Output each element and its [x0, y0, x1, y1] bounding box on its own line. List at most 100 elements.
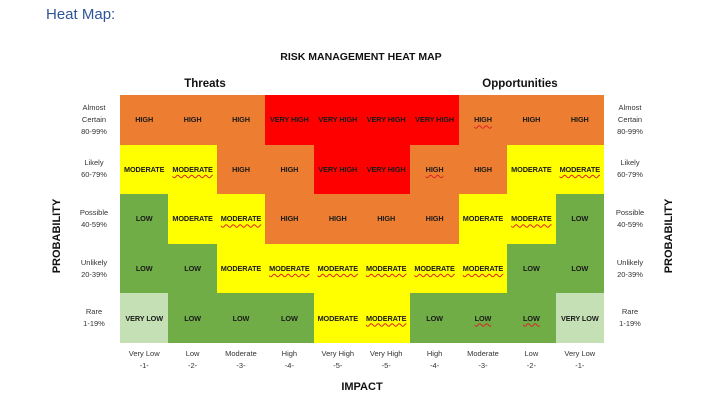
probability-label: Rare 1-19% — [64, 293, 124, 343]
heat-map-cell: LOW — [265, 293, 314, 343]
probability-range: 1-19% — [83, 319, 105, 329]
probability-name: Rare — [621, 307, 639, 317]
x-axis-label: IMPACT — [341, 381, 383, 393]
impact-score: -1- — [139, 361, 149, 370]
impact-label: Low -2- — [168, 348, 216, 372]
heat-map-cell: LOW — [458, 293, 508, 343]
heat-map-cell: HIGH — [458, 95, 508, 145]
impact-label: Moderate -3- — [217, 348, 265, 372]
impact-score: -4- — [430, 361, 440, 370]
impact-score: -4- — [284, 361, 294, 370]
impact-label: Low -2- — [507, 348, 555, 372]
cell-rating: LOW — [523, 313, 540, 323]
cell-rating: LOW — [523, 264, 540, 274]
probability-name: Likely — [620, 158, 640, 168]
impact-label: High -4- — [410, 348, 458, 372]
heat-map-cell: LOW — [216, 293, 266, 343]
impact-name: High — [426, 349, 443, 358]
heat-map-cell: VERY HIGH — [410, 95, 459, 145]
cell-rating: MODERATE — [462, 214, 504, 224]
heat-map-cell: LOW — [168, 293, 217, 343]
cell-rating: HIGH — [280, 164, 299, 174]
heat-map-cell: VERY HIGH — [265, 95, 314, 145]
probability-name: Possible — [79, 207, 109, 217]
cell-rating: HIGH — [425, 214, 444, 224]
probability-name: Likely — [84, 158, 104, 168]
heat-map-cell: MODERATE — [458, 243, 508, 294]
impact-label: High -4- — [265, 348, 313, 372]
probability-name: Unlikely — [80, 257, 108, 267]
heat-map-cell: VERY HIGH — [362, 144, 411, 195]
heat-map-cell: LOW — [120, 194, 169, 244]
cell-rating: HIGH — [425, 164, 444, 174]
probability-range: 20-39% — [617, 269, 643, 279]
probability-range: 60-79% — [617, 170, 643, 180]
y-axis-label-left: PROBABILITY — [51, 198, 63, 274]
impact-score: -2- — [526, 361, 536, 370]
cell-rating: VERY HIGH — [415, 115, 455, 125]
heat-map-cell: HIGH — [216, 144, 266, 195]
heat-map-cell: LOW — [555, 194, 604, 244]
probability-range: 40-59% — [617, 219, 643, 229]
impact-label: Very High -5- — [314, 348, 362, 372]
heat-map-cell: VERY HIGH — [313, 95, 362, 145]
cell-rating: HIGH — [135, 115, 154, 125]
impact-score: -1- — [575, 361, 585, 370]
impact-name: Very Low — [128, 349, 160, 358]
heat-map-cell: LOW — [410, 293, 459, 343]
cell-rating: HIGH — [328, 214, 347, 224]
probability-label: Unlikely 20-39% — [64, 244, 124, 294]
probability-label: Almost Certain 80-99% — [64, 95, 124, 145]
heat-map-cell: LOW — [168, 243, 217, 294]
probability-range: 80-99% — [617, 126, 643, 136]
impact-score: -5- — [381, 361, 391, 370]
probability-range: 80-99% — [81, 126, 107, 136]
probability-name: Certain — [81, 114, 107, 124]
cell-rating: HIGH — [183, 115, 202, 125]
cell-rating: MODERATE — [462, 264, 504, 274]
cell-rating: MODERATE — [511, 164, 552, 174]
cell-rating: LOW — [474, 313, 492, 323]
probability-name: Almost — [82, 102, 106, 112]
impact-label: Very Low -1- — [120, 348, 168, 372]
heat-map-cell: HIGH — [265, 194, 314, 244]
probability-label: Likely 60-79% — [64, 145, 124, 195]
impact-label: Very Low -1- — [556, 348, 604, 372]
cell-rating: VERY HIGH — [318, 164, 358, 174]
heat-map-cell: HIGH — [507, 95, 556, 145]
cell-rating: LOW — [426, 313, 443, 323]
impact-name: Low — [524, 349, 539, 358]
heat-map-cell: MODERATE — [216, 243, 266, 294]
heat-map-cell: HIGH — [216, 95, 266, 145]
heat-map-cell: VERY HIGH — [313, 144, 362, 195]
probability-label: Rare 1-19% — [600, 293, 660, 343]
cell-rating: HIGH — [474, 115, 492, 125]
cell-rating: LOW — [281, 313, 298, 323]
heat-map-cell: VERY LOW — [555, 293, 604, 343]
cell-rating: LOW — [135, 214, 153, 224]
group-label-opportunities: Opportunities — [482, 78, 558, 90]
probability-label: Possible 40-59% — [64, 194, 124, 244]
cell-rating: MODERATE — [559, 164, 601, 174]
cell-rating: MODERATE — [511, 214, 552, 224]
impact-score: -5- — [333, 361, 343, 370]
cell-rating: HIGH — [232, 115, 250, 125]
probability-label: Likely 60-79% — [600, 145, 660, 195]
heat-map-cell: MODERATE — [120, 144, 169, 195]
heat-map-cell: MODERATE — [168, 194, 217, 244]
impact-name: Low — [185, 349, 200, 358]
cell-rating: HIGH — [474, 164, 492, 174]
heat-map-cell: LOW — [507, 243, 556, 294]
probability-name: Almost — [618, 102, 642, 112]
heat-map-cell: MODERATE — [507, 144, 556, 195]
cell-rating: MODERATE — [317, 264, 359, 274]
cell-rating: MODERATE — [269, 264, 310, 274]
cell-rating: VERY HIGH — [269, 115, 309, 125]
impact-score: -3- — [478, 361, 488, 370]
probability-name: Possible — [615, 207, 645, 217]
heat-map-cell: HIGH — [313, 194, 362, 244]
heat-map-cell: HIGH — [120, 95, 169, 145]
impact-score: -3- — [236, 361, 246, 370]
heat-map-cell: VERY HIGH — [362, 95, 411, 145]
cell-rating: MODERATE — [220, 264, 262, 274]
